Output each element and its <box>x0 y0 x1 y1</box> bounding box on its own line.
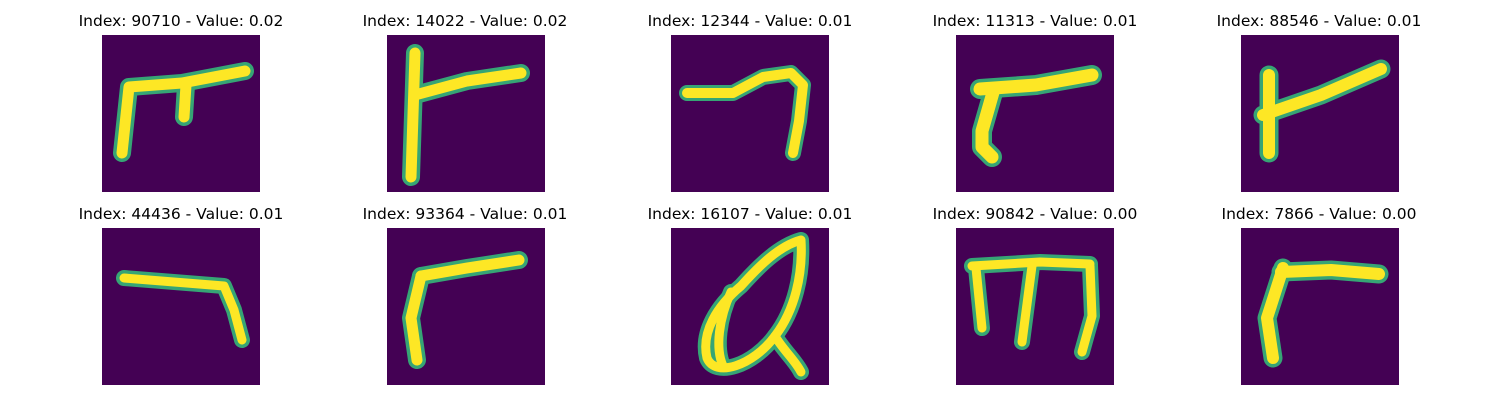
tile-title: Index: 7866 - Value: 0.00 <box>1221 205 1417 223</box>
tile-1: Index: 90710 - Value: 0.02 <box>31 0 331 192</box>
digit-image <box>956 35 1114 192</box>
digit-image <box>671 228 829 385</box>
digit-image <box>387 228 545 385</box>
tile-title: Index: 44436 - Value: 0.01 <box>78 205 284 223</box>
tile-8: Index: 16107 - Value: 0.01 <box>600 193 900 385</box>
digit-image <box>1241 228 1399 385</box>
digit-image <box>671 35 829 192</box>
tile-title: Index: 16107 - Value: 0.01 <box>647 205 853 223</box>
tile-title: Index: 93364 - Value: 0.01 <box>362 205 568 223</box>
tile-title: Index: 11313 - Value: 0.01 <box>932 12 1138 30</box>
tile-5: Index: 88546 - Value: 0.01 <box>1169 0 1469 192</box>
tile-2: Index: 14022 - Value: 0.02 <box>315 0 615 192</box>
tile-7: Index: 93364 - Value: 0.01 <box>315 193 615 385</box>
tile-title: Index: 90710 - Value: 0.02 <box>78 12 284 30</box>
tile-9: Index: 90842 - Value: 0.00 <box>885 193 1185 385</box>
tile-6: Index: 44436 - Value: 0.01 <box>31 193 331 385</box>
digit-image <box>387 35 545 192</box>
digit-image <box>102 35 260 192</box>
tile-title: Index: 14022 - Value: 0.02 <box>362 12 568 30</box>
digit-image <box>102 228 260 385</box>
tile-title: Index: 88546 - Value: 0.01 <box>1216 12 1422 30</box>
tile-title: Index: 12344 - Value: 0.01 <box>647 12 853 30</box>
tile-title: Index: 90842 - Value: 0.00 <box>932 205 1138 223</box>
digit-image <box>1241 35 1399 192</box>
tile-10: Index: 7866 - Value: 0.00 <box>1169 193 1469 385</box>
digit-image <box>956 228 1114 385</box>
tile-4: Index: 11313 - Value: 0.01 <box>885 0 1185 192</box>
tile-3: Index: 12344 - Value: 0.01 <box>600 0 900 192</box>
